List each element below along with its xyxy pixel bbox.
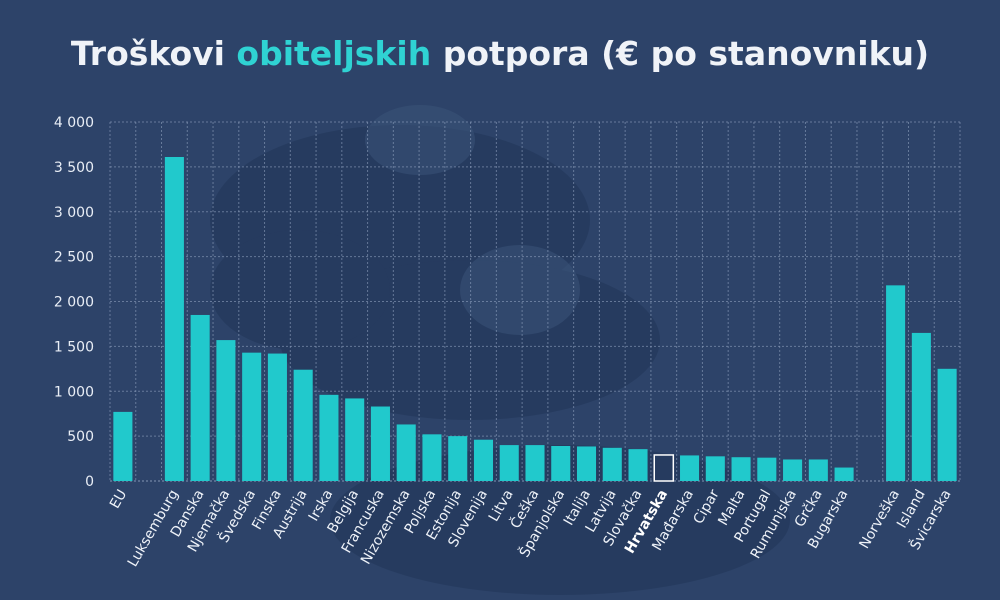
grid-lines [109, 121, 961, 482]
y-tick-label: 0 [85, 474, 94, 490]
bar-norveška [886, 285, 906, 481]
bar-malta [731, 457, 751, 481]
y-axis: 0 500 1 000 1 500 2 000 2 500 3 000 3 500 4 000 [54, 115, 94, 490]
bar-island [911, 332, 931, 481]
y-tick-label: 3 500 [54, 160, 94, 176]
bar-estonija [448, 436, 468, 481]
bar-eu [113, 411, 133, 481]
bar-hrvatska [653, 454, 675, 482]
bar-austrija [293, 369, 313, 481]
y-tick-label: 1 000 [54, 384, 94, 400]
bar-bugarska [834, 467, 854, 481]
bar-grčka [808, 459, 828, 481]
bar-slovačka [628, 449, 648, 481]
bar-poljska [422, 434, 442, 481]
bar-belgija [345, 398, 365, 481]
bar-cipar [705, 456, 725, 481]
y-tick-label: 4 000 [54, 115, 94, 131]
bar-litva [499, 445, 519, 481]
bar-češka [525, 445, 545, 481]
bar-francuska [370, 406, 390, 481]
bar-njemačka [216, 340, 236, 481]
x-tick-label: EU [107, 487, 130, 512]
y-tick-label: 500 [67, 429, 94, 445]
x-axis-labels: EULuksemburgDanskaNjemačkaŠvedskaFinskaA… [107, 486, 955, 570]
bar-španjolska [551, 445, 571, 481]
bar-finska [267, 353, 287, 481]
bar-danska [190, 314, 210, 481]
bar-rumunjska [783, 459, 803, 481]
title-part-1: Troškovi [70, 34, 237, 73]
bar-luksemburg [164, 157, 184, 481]
y-tick-label: 1 500 [54, 339, 94, 355]
y-tick-label: 2 500 [54, 250, 94, 266]
bars [113, 157, 957, 482]
title-highlight: obiteljskih [236, 34, 432, 73]
y-tick-label: 2 000 [54, 295, 94, 311]
bar-irska [319, 394, 339, 481]
bar-mađarska [680, 455, 700, 481]
bar-švedska [242, 352, 262, 481]
bar-švicarska [937, 368, 957, 481]
bar-latvija [602, 447, 622, 481]
bar-portugal [757, 457, 777, 481]
title-part-2: potpora (€ po stanovniku) [431, 34, 930, 73]
y-tick-label: 3 000 [54, 205, 94, 221]
chart-title: Troškovi obiteljskih potpora (€ po stano… [0, 34, 1000, 73]
bar-italija [576, 446, 597, 481]
bar-nizozemska [396, 424, 416, 481]
bar-slovenija [473, 439, 494, 481]
